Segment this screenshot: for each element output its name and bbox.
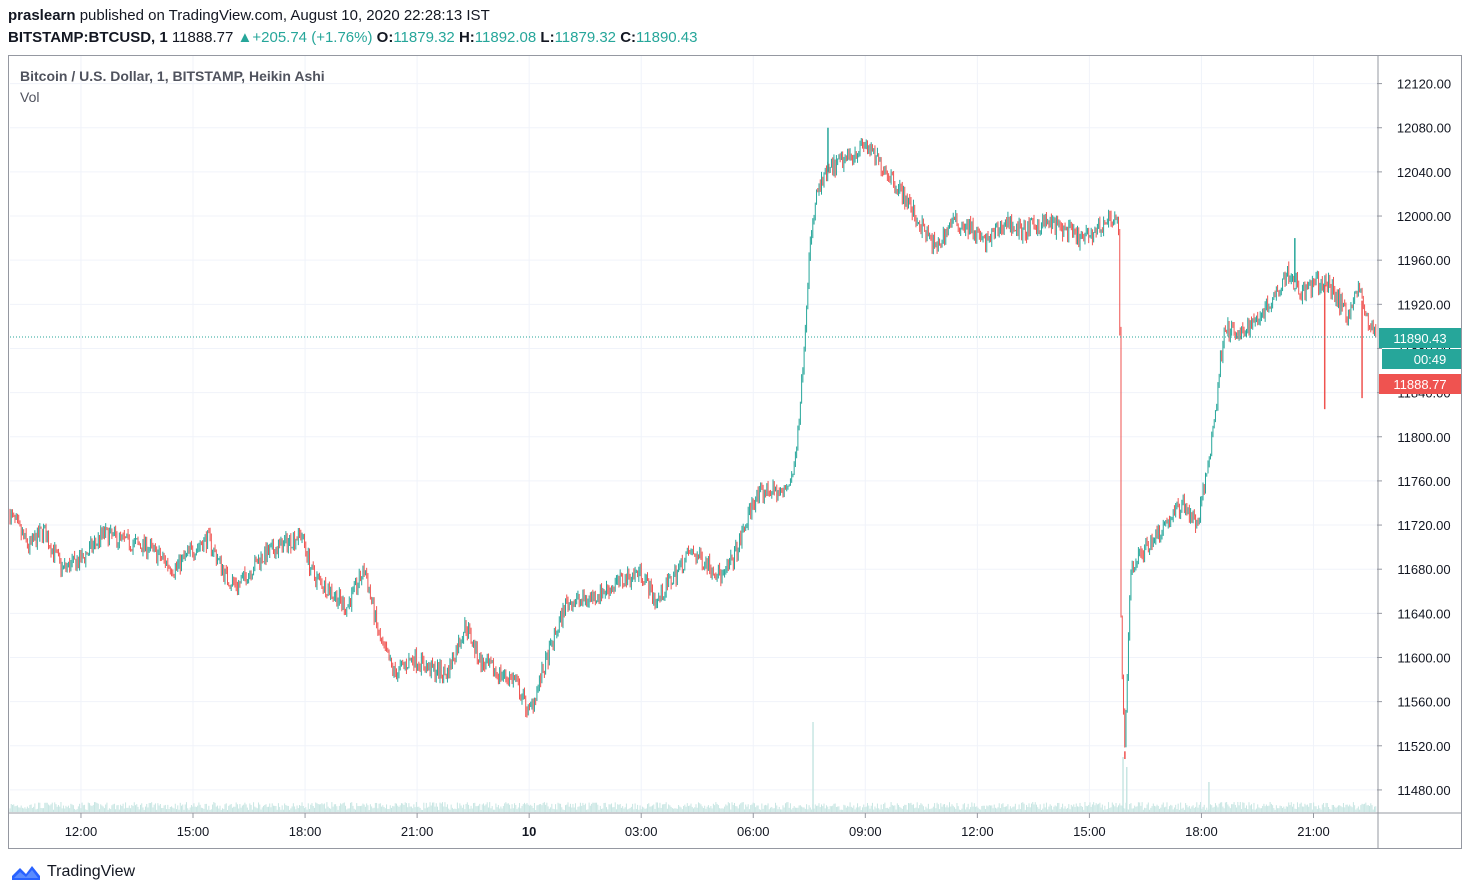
time-tick-label: 21:00 [1297,824,1330,839]
bid-price-tag-bg [1379,374,1461,394]
open-label: O: [376,29,394,46]
time-tick-label: 12:00 [65,824,98,839]
time-tick-label: 15:00 [177,824,210,839]
last-price: 11888.77 [171,29,234,46]
price-tick-label: 11640.00 [1397,606,1450,621]
high-label: H: [458,29,475,46]
price-tick-label: 11560.00 [1397,695,1450,710]
price-tick-label: 11920.00 [1397,297,1450,312]
footer-brand[interactable]: TradingView [10,862,135,882]
countdown-tag-bg [1382,349,1461,369]
author-name[interactable]: praslearn [8,7,76,24]
open-value: 11879.32 [393,29,455,46]
volume-bars [9,722,1377,812]
price-change: +205.74 (+1.76%) [252,29,373,46]
time-tick-label: 18:00 [289,824,322,839]
price-tick-label: 12120.00 [1397,77,1451,92]
time-tick-label: 06:00 [737,824,770,839]
price-tick-label: 12000.00 [1397,209,1451,224]
price-tick-label: 11960.00 [1397,253,1450,268]
time-tick-label: 10 [522,824,536,839]
brand-name: TradingView [47,863,136,880]
price-tick-label: 12040.00 [1397,165,1451,180]
price-tick-label: 11520.00 [1397,739,1450,754]
price-tick-label: 11600.00 [1397,650,1450,665]
symbol-name: BITSTAMP:BTCUSD, 1 [8,29,168,46]
high-value: 11892.08 [474,29,537,46]
candlestick-series [9,127,1377,760]
price-tags: 11890.43 00:49 11888.77 [1379,328,1461,394]
price-tick-label: 11800.00 [1397,430,1450,445]
time-tick-label: 21:00 [401,824,434,839]
time-tick-label: 09:00 [849,824,882,839]
price-axis: 12120.00 12080.00 12040.00 12000.00 11960.00… [1377,77,1451,798]
price-tick-label: 11760.00 [1397,474,1450,489]
price-tick-label: 11680.00 [1397,562,1450,577]
close-label: C: [620,29,637,46]
series-legend-title[interactable]: Bitcoin / U.S. Dollar, 1, BITSTAMP, Heik… [20,68,325,84]
bid-price-tag: 11888.77 [1393,377,1446,392]
chart-grid [10,56,1377,812]
change-arrow-icon: ▲ [237,29,253,46]
published-text: published on TradingView.com, August 10,… [79,7,490,24]
low-value: 11879.32 [554,29,617,46]
time-axis: 12:00 15:00 18:00 21:00 10 03:00 06:00 09:00 12:… [65,813,1330,839]
volume-legend[interactable]: Vol [20,89,40,105]
time-tick-label: 18:00 [1185,824,1218,839]
time-tick-label: 12:00 [961,824,994,839]
price-tick-label: 11480.00 [1397,783,1450,798]
close-value: 11890.43 [636,29,698,46]
publish-info: praslearn published on TradingView.com, … [8,7,490,24]
tradingview-logo-icon [12,866,40,880]
symbol-info-line: BITSTAMP:BTCUSD, 1 11888.77 ▲+205.74 (+1… [8,29,697,46]
time-tick-label: 15:00 [1073,824,1106,839]
time-tick-label: 03:00 [625,824,658,839]
chart-frame [8,55,1462,849]
current-price-tag: 11890.43 [1393,331,1446,346]
price-tick-label: 12080.00 [1397,121,1451,136]
countdown-tag: 00:49 [1414,352,1447,367]
current-price-tag-bg [1379,328,1461,348]
low-label: L: [540,29,555,46]
price-tick-label: 11720.00 [1397,518,1450,533]
